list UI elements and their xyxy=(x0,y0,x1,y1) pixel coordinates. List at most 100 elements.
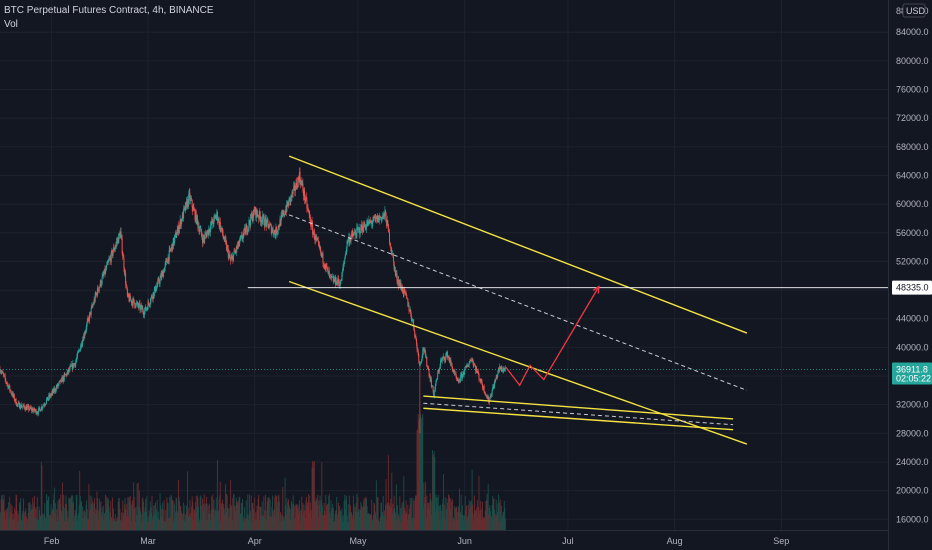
volume-bar xyxy=(55,503,57,530)
candle xyxy=(14,400,16,401)
candle xyxy=(450,360,452,364)
channel-upper-line[interactable] xyxy=(288,155,748,334)
candle xyxy=(225,240,227,243)
candle xyxy=(142,308,144,312)
volume-bar xyxy=(485,501,487,530)
candle xyxy=(295,182,297,190)
candle xyxy=(493,385,495,388)
volume-bar xyxy=(319,495,321,530)
volume-bar xyxy=(192,501,194,530)
volume-bar xyxy=(136,483,138,530)
candle xyxy=(264,218,266,227)
candle xyxy=(328,271,330,274)
volume-bar xyxy=(159,493,161,530)
channel-lower-line[interactable] xyxy=(288,280,748,445)
candle xyxy=(453,371,455,373)
candle xyxy=(98,287,100,291)
volume-bar xyxy=(493,498,495,530)
candle xyxy=(171,244,173,247)
candle xyxy=(219,221,221,227)
volume-bar xyxy=(38,506,40,530)
volume-bar xyxy=(294,505,296,530)
candle xyxy=(322,253,324,264)
volume-bar xyxy=(462,515,464,530)
volume-bar xyxy=(179,500,181,530)
volume-bar xyxy=(339,510,341,530)
candle xyxy=(424,349,426,353)
candle xyxy=(391,253,393,255)
last-price-tag[interactable] xyxy=(892,362,932,385)
candle xyxy=(125,284,127,286)
candle xyxy=(193,207,195,210)
volume-bar xyxy=(418,421,420,530)
volume-bar xyxy=(298,500,300,530)
symbol-title[interactable]: BTC Perpetual Futures Contract, 4h, BINA… xyxy=(4,5,214,16)
volume-bar xyxy=(224,484,226,530)
candle xyxy=(214,215,216,217)
volume-bar xyxy=(413,500,415,530)
volume-bar xyxy=(293,519,295,530)
candle xyxy=(355,232,357,236)
volume-bar xyxy=(304,518,306,530)
volume-bar xyxy=(117,502,119,530)
currency-badge[interactable] xyxy=(902,3,926,18)
volume-bar xyxy=(417,429,419,530)
volume-bar xyxy=(162,509,164,530)
candle xyxy=(189,198,191,201)
candle xyxy=(479,379,481,380)
volume-bar xyxy=(415,495,417,530)
candle xyxy=(26,406,28,411)
candle xyxy=(66,374,68,376)
candle xyxy=(89,311,91,314)
horizontal-level-tag[interactable] xyxy=(892,280,932,295)
candle xyxy=(102,274,104,277)
wedge-upper-line[interactable] xyxy=(423,395,734,420)
candle xyxy=(236,245,238,249)
candle xyxy=(108,259,110,262)
wedge-mid-line[interactable] xyxy=(423,402,734,426)
volume-bar xyxy=(411,517,413,530)
candle xyxy=(316,238,318,240)
volume-label[interactable]: Vol xyxy=(4,19,18,30)
candle xyxy=(244,228,246,235)
volume-bar xyxy=(219,481,221,530)
candle xyxy=(59,379,61,381)
candle xyxy=(90,311,92,315)
volume-bar xyxy=(251,503,253,530)
channel-mid-line[interactable] xyxy=(288,214,748,391)
volume-bar xyxy=(5,512,7,530)
volume-bar xyxy=(220,503,222,530)
volume-bar xyxy=(496,512,498,530)
candle xyxy=(100,280,102,286)
candle xyxy=(1,372,3,373)
wedge-lower-line[interactable] xyxy=(423,407,734,431)
volume-bar xyxy=(289,519,291,530)
candle xyxy=(319,245,321,249)
volume-bar xyxy=(97,498,98,530)
volume-bar xyxy=(241,503,242,530)
volume-bar xyxy=(191,496,193,530)
candle xyxy=(201,234,203,238)
candle xyxy=(323,263,325,265)
candle xyxy=(277,225,279,231)
candle xyxy=(281,214,283,216)
volume-bar xyxy=(451,501,452,530)
candle xyxy=(32,409,34,412)
candle xyxy=(20,404,22,409)
volume-bar xyxy=(287,502,289,530)
volume-bar xyxy=(448,494,450,530)
candle xyxy=(140,306,142,310)
volume-bar xyxy=(11,513,12,530)
candle xyxy=(246,225,248,233)
volume-bar xyxy=(129,495,131,530)
volume-bar xyxy=(428,509,430,530)
volume-bar xyxy=(393,495,395,530)
volume-bar xyxy=(320,511,322,530)
projection-path[interactable] xyxy=(505,286,600,387)
volume-bar xyxy=(161,516,163,530)
candle xyxy=(176,235,178,238)
candle xyxy=(195,211,197,224)
candle xyxy=(64,374,66,376)
